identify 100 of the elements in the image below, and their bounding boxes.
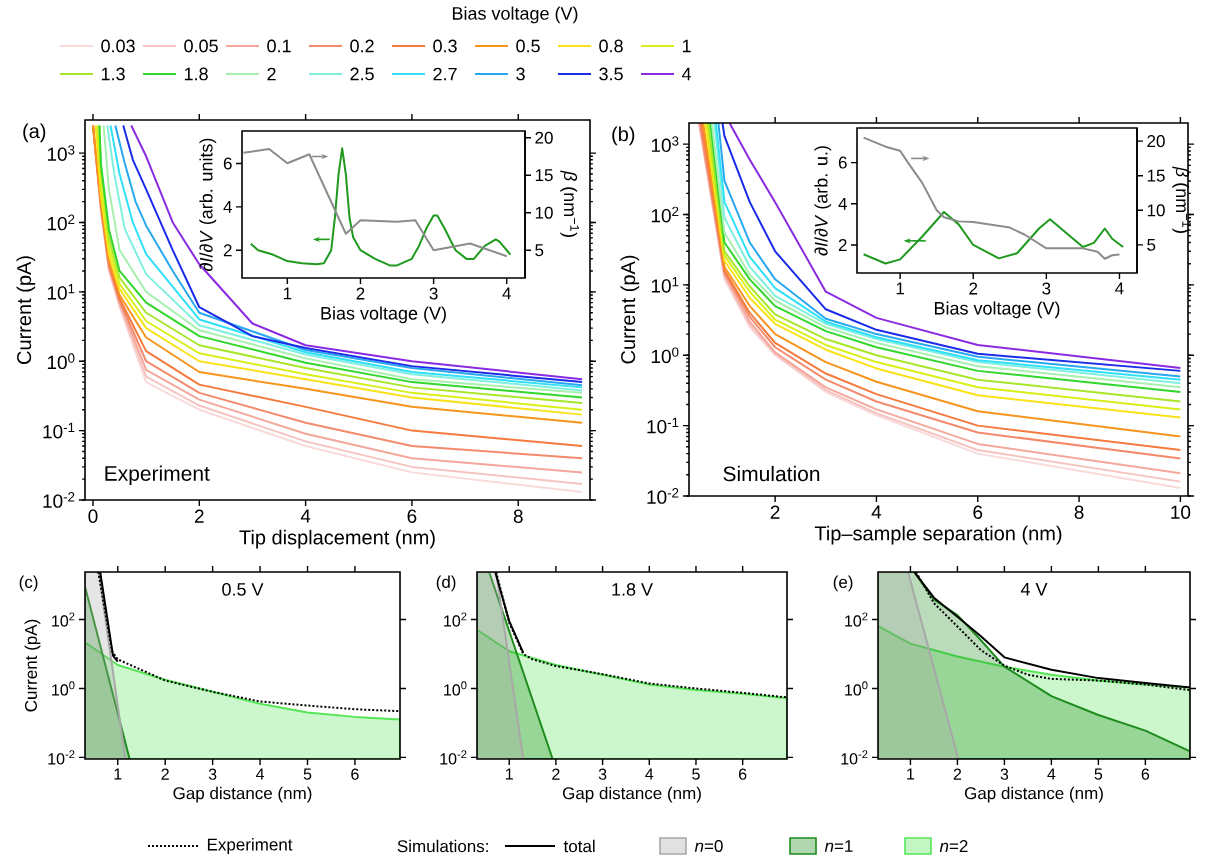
y-tick-label: 10$^{-1}$ [647, 417, 679, 434]
annotation: 1.8 V [612, 582, 653, 596]
legend-label: 0.3 [433, 39, 457, 53]
y-tick-label: 10$^{-1}$ [43, 422, 75, 439]
x-tick-label: 2 [770, 505, 780, 519]
legend-label: 1.8 [184, 67, 208, 81]
y2-axis-title: β (nm$^{−1}$) [560, 170, 579, 237]
y-tick-label: 6 [838, 156, 847, 169]
x-tick-label: 1 [283, 287, 292, 300]
legend-label: 2 [267, 67, 276, 81]
x-tick-label: 3 [1042, 282, 1051, 295]
y-tick-label: 10$^{-2}$ [43, 492, 75, 508]
legend-label: Experiment [207, 838, 293, 854]
x-tick-label: 8 [513, 509, 523, 523]
legend-label: 0.03 [101, 39, 135, 53]
y2-tick-label: 15 [1147, 169, 1165, 182]
y2-tick-label: 10 [1147, 204, 1165, 217]
x-tick-label: 3 [1000, 768, 1009, 780]
y-axis-title: ∂I/∂V (arb. units) [199, 138, 217, 271]
annotation: Simulation [723, 465, 820, 482]
x-tick-label: 4 [1047, 768, 1056, 780]
y-tick-label: 10$^{-2}$ [647, 488, 679, 504]
x-axis-title: Gap distance (nm) [562, 786, 701, 803]
legend-title: Bias voltage (V) [452, 6, 578, 24]
y-axis-title: Current (pA) [16, 256, 36, 364]
x-tick-label: 5 [692, 768, 700, 780]
y-tick-label: 10$^{0}$ [845, 681, 868, 696]
y-tick-label: 10$^{1}$ [47, 284, 75, 300]
y-tick-label: 10$^{0}$ [47, 353, 75, 370]
x-tick-label: 1 [907, 768, 915, 780]
y-tick-label: 10$^{2}$ [52, 612, 75, 627]
annotation: Experiment [105, 465, 210, 486]
y2-tick-label: 5 [1147, 238, 1156, 251]
x-tick-label: 6 [407, 509, 417, 523]
annotation: 0.5 V [222, 582, 264, 596]
y-axis-title: Current (pA) [24, 619, 41, 712]
x-tick-label: 6 [973, 505, 983, 519]
y2-tick-label: 10 [535, 206, 553, 219]
x-axis-title: Tip–sample separation (nm) [814, 525, 1062, 545]
x-tick-label: 2 [356, 287, 365, 300]
chart-title: (a) [23, 123, 46, 143]
x-tick-label: 4 [255, 768, 265, 780]
x-tick-label: 6 [739, 768, 747, 780]
legend-label: 3.5 [599, 67, 623, 81]
x-axis-title: Bias voltage (V) [934, 301, 1060, 319]
y-tick-label: 6 [223, 157, 232, 170]
x-tick-label: 4 [1115, 282, 1124, 295]
y-tick-label: 4 [223, 201, 232, 213]
x-tick-label: 4 [300, 509, 311, 523]
legend-label: 4 [681, 67, 692, 81]
y2-tick-label: 20 [535, 131, 553, 144]
x-tick-label: 4 [871, 505, 882, 519]
legend-label: 0.1 [267, 39, 291, 53]
y-tick-label: 10$^{2}$ [651, 206, 679, 223]
y-tick-label: 10$^{2}$ [845, 612, 868, 627]
legend-label: 0.05 [184, 39, 218, 53]
x-tick-label: 2 [953, 768, 962, 780]
y-axis-title: Current (pA) [620, 255, 640, 364]
x-tick-label: 2 [552, 768, 560, 780]
x-tick-label: 1 [896, 282, 905, 295]
y2-tick-label: 5 [535, 244, 544, 257]
x-tick-label: 1 [506, 768, 513, 780]
y-tick-label: 10$^{0}$ [444, 681, 467, 696]
chart-title: (b) [612, 126, 635, 146]
x-tick-label: 3 [208, 768, 217, 780]
y-tick-label: 4 [838, 197, 847, 210]
x-axis-title: Bias voltage (V) [321, 306, 446, 324]
annotation: 4 V [1020, 582, 1048, 596]
y-tick-label: 10$^{-2}$ [841, 750, 868, 765]
y-tick-label: 10$^{-2}$ [48, 750, 75, 765]
x-tick-label: 5 [303, 768, 312, 780]
x-tick-label: 6 [351, 768, 359, 780]
x-axis-title: Gap distance (nm) [964, 786, 1103, 803]
y-tick-label: 10$^{2}$ [47, 214, 75, 231]
y-tick-label: 10$^{0}$ [52, 681, 75, 696]
y-tick-label: 10$^{2}$ [444, 612, 467, 627]
legend-label: n=2 [939, 840, 968, 852]
legend-label: n=0 [694, 839, 723, 853]
x-tick-label: 3 [429, 287, 438, 300]
y-tick-label: 10$^{1}$ [651, 277, 679, 293]
x-tick-label: 2 [161, 768, 169, 780]
legend-label: 0.2 [350, 39, 374, 53]
legend-label: 0.8 [599, 39, 623, 53]
legend-label: n=1 [824, 840, 853, 852]
chart-title: (e) [833, 575, 853, 592]
x-tick-label: 5 [1094, 768, 1103, 780]
legend-label: 2.5 [350, 67, 374, 81]
x-tick-label: 0 [88, 509, 98, 523]
x-tick-label: 10 [1171, 505, 1191, 519]
y2-axis-title: β (nm$^{−1}$) [1172, 166, 1191, 233]
legend-label: 1 [682, 39, 691, 53]
legend-label: total [563, 839, 595, 853]
x-tick-label: 6 [1141, 768, 1150, 780]
x-tick-label: 8 [1074, 505, 1084, 519]
y-tick-label: 2 [223, 244, 232, 257]
y-tick-label: 10$^{3}$ [651, 136, 679, 153]
y-axis-title: ∂I/∂V (arb. u.) [814, 146, 832, 256]
y-tick-label: 10$^{3}$ [47, 145, 75, 161]
chart-title: (d) [436, 575, 456, 592]
x-axis-title: Gap distance (nm) [173, 786, 312, 803]
